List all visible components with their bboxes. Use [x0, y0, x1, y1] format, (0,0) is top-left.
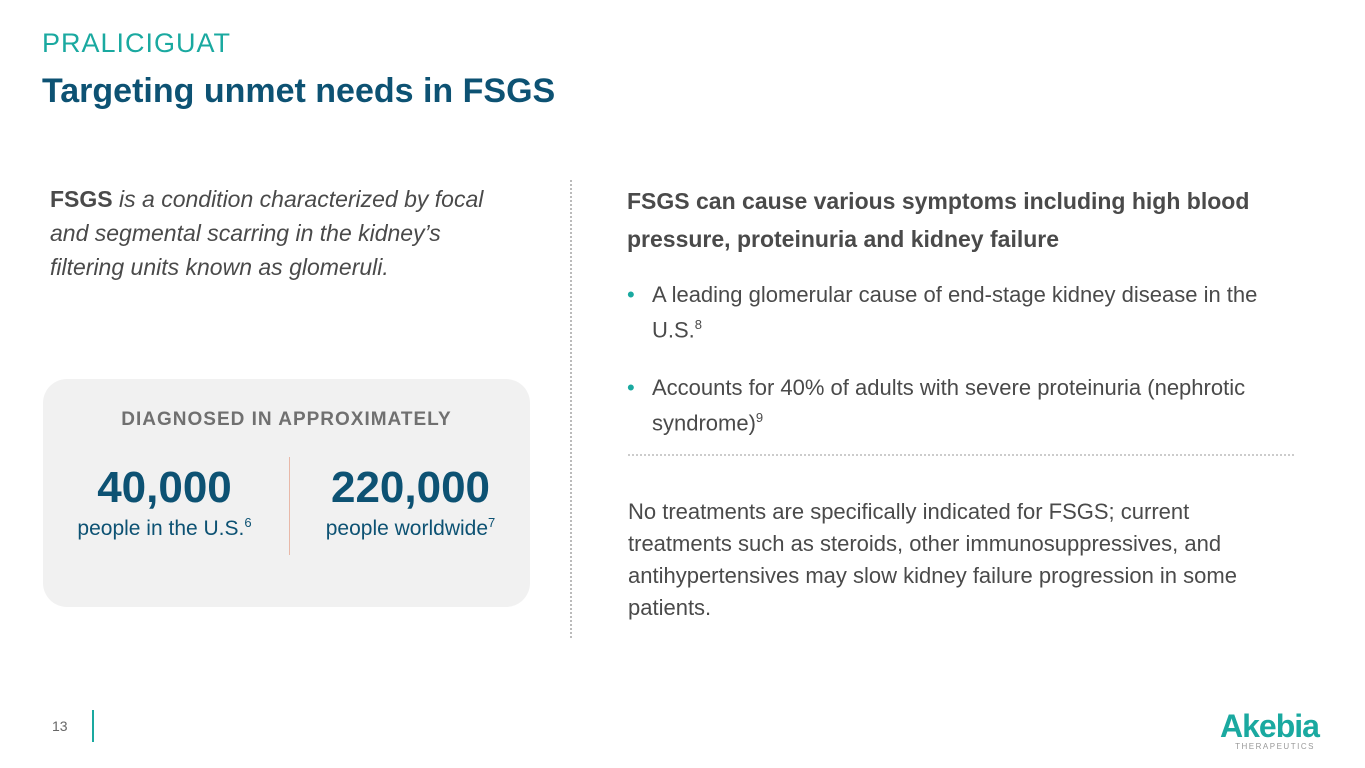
logo-wordmark: Akebia — [1220, 708, 1320, 744]
symptoms-heading: FSGS can cause various symptoms includin… — [627, 188, 1250, 252]
page-title: Targeting unmet needs in FSGS — [42, 72, 556, 110]
card-divider — [289, 457, 290, 555]
bullet-text: A leading glomerular cause of end-stage … — [652, 282, 1258, 343]
bullet-icon: • — [627, 375, 635, 401]
stat-label: people worldwide — [325, 517, 489, 540]
page-number: 13 — [52, 718, 68, 734]
footnote-ref: 7 — [488, 515, 496, 530]
list-item: • Accounts for 40% of adults with severe … — [627, 373, 1267, 438]
bullet-list: • A leading glomerular cause of end-stage… — [627, 280, 1267, 467]
stat-value: 40,000 — [97, 463, 232, 512]
list-item: • A leading glomerular cause of end-stage… — [627, 280, 1267, 345]
stat-value: 220,000 — [330, 463, 491, 512]
footnote-ref: 9 — [755, 410, 764, 426]
treatment-note: No treatments are specifically indicated… — [628, 499, 1237, 620]
intro-term: FSGS — [50, 186, 113, 212]
footnote-ref: 6 — [244, 515, 252, 530]
intro-body: is a condition characterized by focal an… — [50, 186, 484, 280]
card-heading: DIAGNOSED IN APPROXIMATELY — [121, 409, 452, 430]
stat-label: people in the U.S. — [77, 517, 245, 540]
intro-text: FSGS is a condition characterized by foc… — [50, 182, 520, 284]
horizontal-divider — [628, 454, 1294, 456]
bullet-text: Accounts for 40% of adults with severe p… — [652, 375, 1246, 436]
logo-subtitle: THERAPEUTICS — [1235, 742, 1315, 751]
diagnosis-card: DIAGNOSED IN APPROXIMATELY 40,000 people… — [43, 379, 530, 607]
bullet-icon: • — [627, 282, 635, 307]
akebia-logo: Akebia THERAPEUTICS — [1220, 708, 1320, 751]
vertical-divider — [570, 180, 572, 638]
stat-us: 40,000 people in the U.S.6 — [43, 463, 286, 541]
footnote-ref: 8 — [694, 317, 703, 332]
footer-bar — [92, 710, 94, 742]
stat-worldwide: 220,000 people worldwide7 — [289, 463, 532, 541]
section-kicker: PRALICIGUAT — [42, 28, 232, 58]
